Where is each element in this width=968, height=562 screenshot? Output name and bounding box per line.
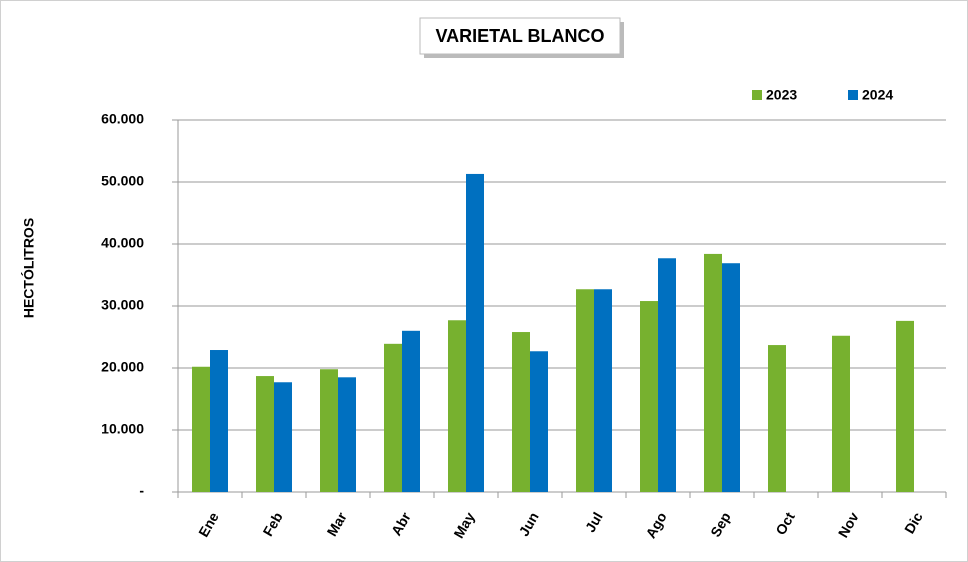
bar — [320, 369, 338, 492]
y-tick-label: 10.000 — [101, 421, 144, 437]
bar — [722, 263, 740, 492]
bar — [402, 330, 420, 492]
y-tick-label: 60.000 — [101, 111, 144, 127]
bar — [896, 320, 914, 492]
y-tick-label: - — [139, 483, 144, 499]
bar — [530, 351, 548, 492]
bar — [704, 253, 722, 492]
bar — [338, 377, 356, 492]
legend-swatch — [848, 90, 858, 100]
bar — [274, 382, 292, 492]
y-tick-label: 40.000 — [101, 235, 144, 251]
bar — [448, 320, 466, 492]
bar — [256, 376, 274, 492]
y-tick-label: 30.000 — [101, 297, 144, 313]
bar — [384, 343, 402, 492]
bar — [466, 173, 484, 492]
legend-label: 2023 — [766, 87, 797, 103]
title-box — [419, 17, 621, 55]
bar — [594, 289, 612, 492]
bar — [640, 301, 658, 492]
bar — [768, 345, 786, 492]
y-axis-label: HECTÓLITROS — [20, 218, 37, 318]
y-tick-label: 20.000 — [101, 359, 144, 375]
bar — [576, 289, 594, 492]
legend-swatch — [752, 90, 762, 100]
bar — [210, 350, 228, 492]
bar — [192, 366, 210, 492]
y-tick-label: 50.000 — [101, 173, 144, 189]
bar — [512, 332, 530, 492]
legend-label: 2024 — [862, 87, 893, 103]
bar — [658, 258, 676, 492]
bar — [832, 335, 850, 492]
chart-title: VARIETAL BLANCO — [436, 26, 605, 46]
